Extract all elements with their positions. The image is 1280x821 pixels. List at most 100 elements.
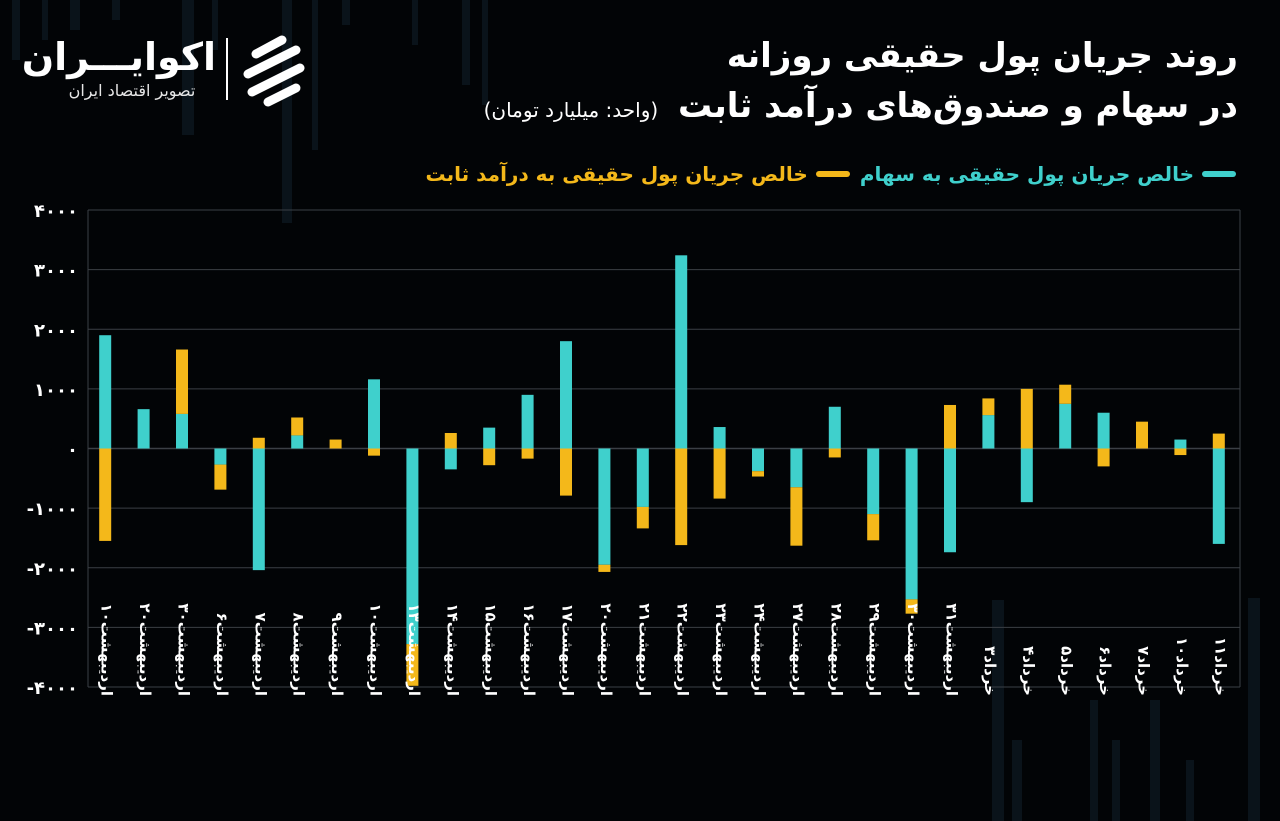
y-tick-label: ۰	[67, 440, 78, 461]
bar-stocks	[176, 413, 188, 449]
background-bar-7	[312, 0, 318, 150]
bar-stocks	[214, 448, 227, 465]
bar-fixed-income	[982, 398, 995, 416]
chart-title: روند جریان پول حقیقی روزانه	[726, 36, 1238, 76]
bar-fixed-income	[214, 464, 227, 490]
bar-fixed-income	[867, 514, 880, 541]
bar-stocks	[1097, 412, 1110, 449]
bar-stocks	[944, 448, 956, 553]
background-bar-12	[1248, 598, 1260, 821]
bar-stocks	[598, 448, 611, 565]
x-tick-label: اردیبهشت۷	[251, 613, 269, 696]
background-bar-3	[112, 0, 120, 20]
bar-fixed-income	[1020, 388, 1033, 449]
bar-fixed-income	[406, 644, 419, 686]
bar-fixed-income	[828, 448, 841, 458]
y-tick-label: ۳۰۰۰	[34, 261, 78, 282]
bar-stocks	[828, 406, 841, 449]
bar-fixed-income	[675, 448, 688, 546]
bar-fixed-income	[291, 417, 304, 436]
legend-swatch-fixed-income	[815, 171, 850, 177]
x-tick-label: اردیبهشت۲۸	[827, 603, 845, 696]
logo-name: اکوایـــران	[21, 35, 216, 79]
background-bar-2	[70, 0, 80, 30]
x-tick-label: اردیبهشت۲۹	[866, 603, 884, 696]
x-tick-label: اردیبهشت۲۰	[597, 603, 615, 696]
legend: خالص جریان پول حقیقی به سهام خالص جریان …	[425, 162, 1236, 186]
x-tick-label: اردیبهشت۳۱	[943, 603, 961, 696]
bar-fixed-income	[636, 506, 649, 529]
x-tick-label: اردیبهشت۱۰	[367, 603, 385, 696]
legend-item-fixed-income: خالص جریان پول حقیقی به درآمد ثابت	[425, 162, 850, 186]
background-bar-14	[1112, 740, 1120, 821]
x-tick-label: خرداد۴	[1019, 646, 1037, 696]
bar-stocks	[521, 394, 534, 449]
logo-subtitle: تصویر اقتصاد ایران	[68, 81, 196, 100]
logo-mark-icon	[243, 35, 305, 107]
x-tick-label: اردیبهشت۱۵	[482, 603, 500, 696]
background-bar-13	[992, 600, 1004, 821]
background-bar-4	[182, 0, 194, 135]
background-bar-5	[212, 0, 218, 50]
bar-stocks	[675, 255, 688, 449]
bar-stocks	[368, 379, 380, 449]
x-tick-label: اردیبهشت۱۷	[559, 603, 577, 696]
bar-fixed-income	[1136, 421, 1148, 449]
x-tick-label: خرداد۵	[1058, 646, 1076, 696]
background-bar-0	[12, 0, 20, 60]
x-tick-label: اردیبهشت۲۰	[136, 603, 154, 696]
bar-stocks	[905, 448, 918, 600]
bar-stocks	[713, 427, 726, 449]
logo: اکوایـــران تصویر اقتصاد ایران	[21, 30, 318, 110]
y-tick-label: -۴۰۰۰	[27, 678, 78, 699]
x-tick-label: اردیبهشت۲۲	[674, 603, 692, 696]
x-tick-label: اردیبهشت۱۶	[520, 603, 538, 696]
title-block: روند جریان پول حقیقی روزانه در سهام و صن…	[484, 30, 1238, 134]
x-tick-label: خرداد۶	[1096, 646, 1114, 696]
x-tick-label: اردیبهشت۳۰	[904, 603, 922, 696]
background-bar-15	[1150, 700, 1160, 821]
legend-label-fixed-income: خالص جریان پول حقیقی به درآمد ثابت	[425, 162, 808, 186]
bar-stocks	[1059, 403, 1072, 449]
bar-fixed-income	[368, 448, 380, 456]
bar-stocks	[1020, 448, 1033, 503]
bar-fixed-income	[483, 448, 496, 466]
bar-fixed-income	[176, 349, 188, 414]
bar-stocks	[291, 435, 304, 449]
background-bar-1	[42, 0, 48, 40]
bar-fixed-income	[598, 564, 611, 572]
bar-stocks	[636, 448, 649, 507]
bar-stocks	[406, 448, 419, 645]
y-tick-label: -۳۰۰۰	[27, 618, 78, 639]
x-tick-label: خرداد۱۰	[1173, 637, 1191, 696]
legend-swatch-stocks	[1202, 171, 1236, 177]
bar-fixed-income	[1174, 448, 1187, 456]
x-tick-label: اردیبهشت۳۰	[175, 603, 193, 696]
legend-label-stocks: خالص جریان پول حقیقی به سهام	[859, 162, 1194, 186]
bar-stocks	[483, 427, 496, 449]
bar-stocks	[252, 448, 265, 571]
unit-label: (واحد: میلیارد تومان)	[483, 98, 659, 122]
chart-subtitle: در سهام و صندوق‌های درآمد ثابت (واحد: می…	[484, 82, 1238, 134]
background-bar-11	[482, 0, 488, 105]
background-bar-9	[412, 0, 418, 45]
bar-fixed-income	[444, 432, 457, 449]
bar-fixed-income	[252, 437, 265, 449]
bar-fixed-income	[1097, 448, 1110, 467]
bar-fixed-income	[1212, 433, 1225, 449]
x-tick-label: خرداد۳	[981, 646, 999, 696]
background-bar-10	[462, 0, 470, 85]
x-tick-label: اردیبهشت۸	[290, 613, 308, 696]
bar-stocks	[444, 448, 457, 470]
bar-stocks	[982, 415, 995, 449]
chart-subtitle-text: در سهام و صندوق‌های درآمد ثابت	[678, 86, 1238, 126]
bar-fixed-income	[560, 448, 572, 496]
bar-stocks	[790, 448, 803, 488]
background-bar-16	[1186, 760, 1194, 821]
bar-stocks	[867, 448, 880, 515]
background-bar-8	[342, 0, 350, 25]
bar-fixed-income	[944, 404, 956, 449]
y-tick-label: ۴۰۰۰	[34, 201, 78, 222]
